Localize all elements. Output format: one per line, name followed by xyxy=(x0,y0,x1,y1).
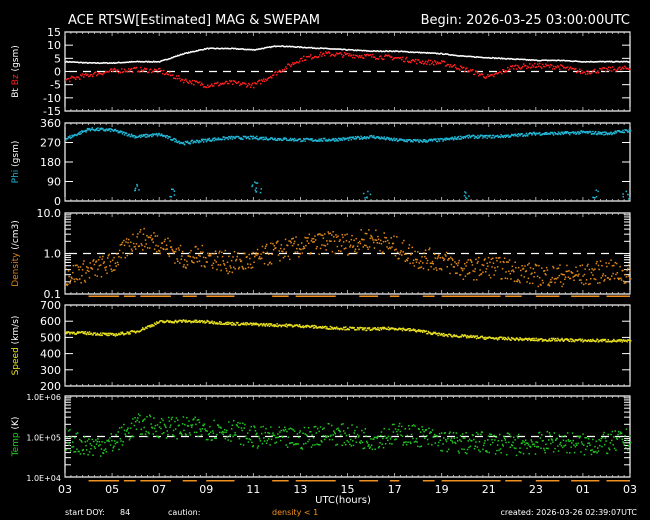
x-tick-label: 21 xyxy=(482,483,496,496)
x-tick-label: 03 xyxy=(623,483,637,496)
density-series xyxy=(65,227,632,288)
y-axis-label: Temp (K) xyxy=(11,417,21,458)
y-tick-label: 0 xyxy=(54,195,61,208)
y-tick-label: -15 xyxy=(43,105,61,118)
start-doy-value: 84 xyxy=(120,508,130,517)
svg-text:Speed (km/s): Speed (km/s) xyxy=(11,316,21,376)
y-axis-label: Phi (gsm) xyxy=(11,141,21,184)
y-axis-label: Speed (km/s) xyxy=(11,316,21,376)
bz-series xyxy=(65,51,631,89)
x-axis-tick-labels: 03 05 07 09 11 13 15 17 19 21 23 01 03 xyxy=(58,483,637,496)
y-tick-label: 1.0E+05 xyxy=(26,434,61,443)
svg-text:Bt Bz (gsm): Bt Bz (gsm) xyxy=(11,45,21,98)
y-tick-label: 270 xyxy=(40,137,61,150)
y-tick-label: 10 xyxy=(47,39,61,52)
x-axis-label: UTC(hours) xyxy=(315,495,371,506)
x-tick-label: 03 xyxy=(58,483,72,496)
y-tick-label: 300 xyxy=(40,364,61,377)
speed-panel: 700 600 500 400 300 200 Speed (km/s) xyxy=(11,299,632,393)
y-tick-label: 500 xyxy=(40,331,61,344)
speed-series xyxy=(65,319,632,344)
chart-title: ACE RTSW[Estimated] MAG & SWEPAM xyxy=(68,13,320,28)
temp-panel: 1.0E+06 1.0E+05 1.0E+04 Temp (K) xyxy=(11,393,632,483)
y-tick-label: 1.0E+06 xyxy=(26,393,61,402)
y-axis-label: Bt Bz (gsm) xyxy=(11,45,21,98)
y-tick-label: 600 xyxy=(40,315,61,328)
x-tick-label: 15 xyxy=(341,483,355,496)
density-panel: 10.0 1.0 0.1 Density (/cm3) xyxy=(11,207,632,301)
y-tick-label: 0.1 xyxy=(44,288,62,301)
caution-label: caution: xyxy=(168,508,200,517)
x-tick-label: 01 xyxy=(576,483,590,496)
caution-density-text: density < 1 xyxy=(272,508,318,517)
y-tick-label: 0 xyxy=(54,66,61,79)
svg-text:Density (/cm3): Density (/cm3) xyxy=(11,220,21,287)
x-tick-label: 13 xyxy=(293,483,307,496)
y-tick-label: 5 xyxy=(54,52,61,65)
temp-series xyxy=(65,413,632,457)
y-tick-label: 200 xyxy=(40,380,61,393)
y-tick-label: 400 xyxy=(40,348,61,361)
y-tick-label: 15 xyxy=(47,26,61,39)
y-axis-label: Density (/cm3) xyxy=(11,220,21,287)
panel-frame xyxy=(64,304,631,387)
x-tick-label: 11 xyxy=(246,483,260,496)
y-tick-label: 90 xyxy=(47,176,61,189)
begin-time: Begin: 2026-03-25 03:00:00UTC xyxy=(421,13,630,28)
y-tick-label: 180 xyxy=(40,156,61,169)
created-timestamp: created: 2026-03-26 02:39:07UTC xyxy=(500,508,637,517)
x-tick-label: 23 xyxy=(529,483,543,496)
y-tick-label: 360 xyxy=(40,117,61,130)
x-tick-label: 09 xyxy=(199,483,213,496)
x-tick-label: 19 xyxy=(435,483,449,496)
phi-panel: 360 270 180 90 0 Phi (gsm) xyxy=(11,117,632,208)
x-tick-label: 17 xyxy=(388,483,402,496)
bt-series xyxy=(65,45,631,65)
x-tick-label: 07 xyxy=(152,483,166,496)
density-caution-markers xyxy=(88,295,630,482)
phi-series xyxy=(65,127,632,201)
y-tick-label: -10 xyxy=(43,92,61,105)
y-tick-label: 10.0 xyxy=(37,207,62,220)
y-tick-label: 700 xyxy=(40,299,61,312)
y-tick-label: -5 xyxy=(50,79,61,92)
svg-text:Phi (gsm): Phi (gsm) xyxy=(11,141,21,184)
y-tick-label: 1.0 xyxy=(44,248,62,261)
start-doy-label: start DOY: xyxy=(65,508,105,517)
y-tick-label: 1.0E+04 xyxy=(26,474,61,483)
x-tick-label: 05 xyxy=(105,483,119,496)
